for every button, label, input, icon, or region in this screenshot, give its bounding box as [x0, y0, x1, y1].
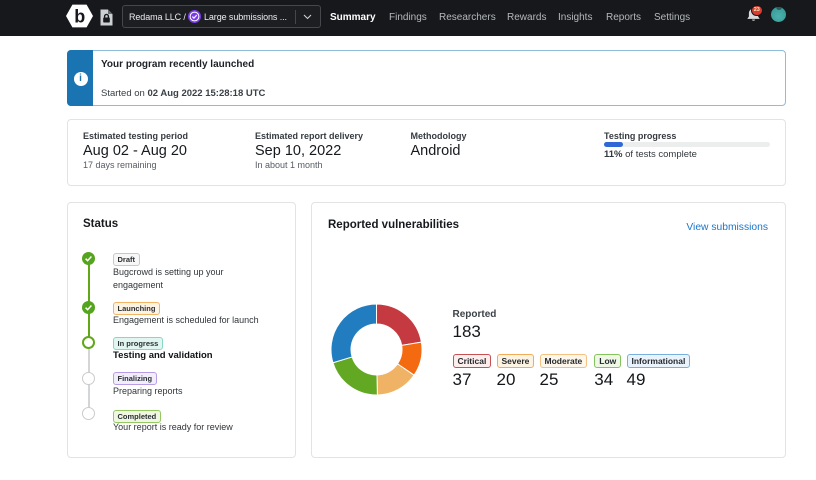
- svg-text:b: b: [74, 7, 85, 27]
